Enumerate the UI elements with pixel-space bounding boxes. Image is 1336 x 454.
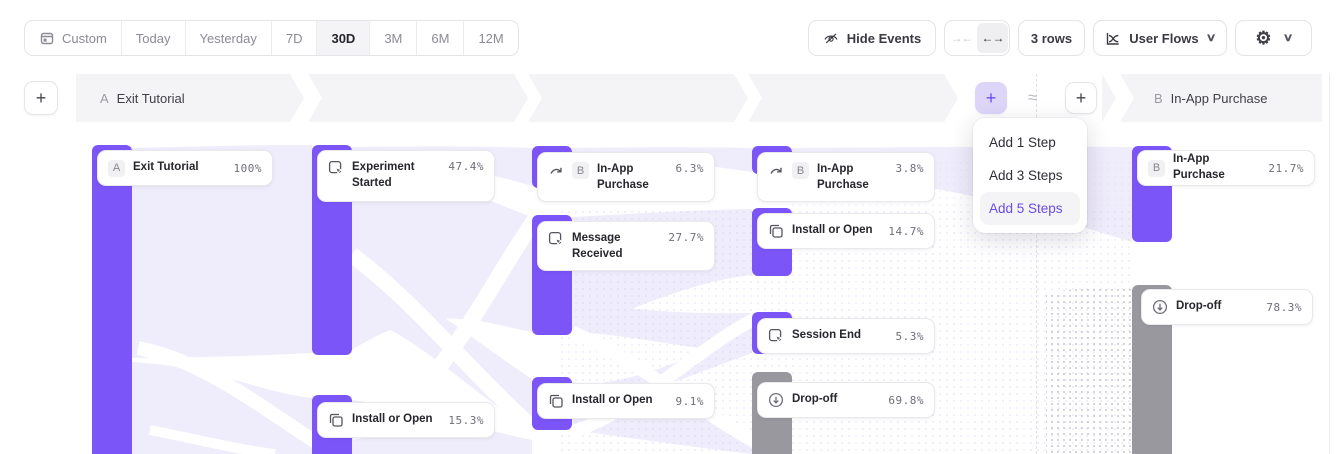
- node-bar-exit-tutorial[interactable]: [92, 145, 132, 454]
- custom-range-label: Custom: [62, 30, 107, 46]
- flow-band-segment-3: [528, 74, 748, 122]
- node-card-experiment-started[interactable]: Experiment Started 47.4%: [317, 150, 495, 202]
- node-card-in-app-purchase-3[interactable]: B In-App Purchase 6.3%: [537, 152, 715, 202]
- add-steps-menu: Add 1 Step Add 3 Steps Add 5 Steps: [973, 118, 1087, 233]
- node-card-exit-tutorial[interactable]: A Exit Tutorial 100%: [97, 150, 273, 186]
- 6m-button[interactable]: 6M: [416, 21, 463, 55]
- chevron-down-icon: ∨: [1282, 31, 1294, 44]
- event-percent: 14.7%: [888, 224, 924, 238]
- event-percent: 15.3%: [448, 413, 484, 427]
- node-card-install-or-open-2[interactable]: Install or Open 15.3%: [317, 402, 495, 438]
- event-percent: 5.3%: [895, 329, 924, 343]
- node-card-session-end[interactable]: Session End 5.3%: [757, 318, 935, 354]
- event-label: Experiment Started: [352, 161, 415, 189]
- click-event-icon: [768, 328, 784, 344]
- node-card-install-or-open-3[interactable]: Install or Open 9.1%: [537, 383, 715, 419]
- event-label: In-App Purchase: [597, 163, 649, 191]
- copy-icon: [548, 393, 564, 409]
- flow-band-segment-4: [748, 74, 958, 122]
- event-label: Install or Open: [792, 224, 873, 237]
- expand-columns-button[interactable]: ←→: [977, 23, 1008, 53]
- settings-button[interactable]: ⚙ ∨: [1235, 20, 1312, 56]
- flow-band-segment-1: [76, 74, 304, 122]
- add-step-left-button[interactable]: +: [24, 81, 58, 115]
- node-card-in-app-purchase-5[interactable]: B In-App Purchase 21.7%: [1137, 150, 1315, 186]
- node-card-dropoff-4[interactable]: Drop-off 69.8%: [757, 382, 935, 418]
- add-step-inline-button[interactable]: +: [975, 82, 1007, 114]
- calendar-icon: [39, 30, 55, 46]
- approx-path-icon: ≈: [1028, 88, 1038, 107]
- step-label-a: Exit Tutorial: [116, 90, 185, 106]
- skip-ahead-arrow-icon: [548, 162, 564, 178]
- node-card-in-app-purchase-4[interactable]: B In-App Purchase 3.8%: [757, 152, 935, 202]
- view-selector-button[interactable]: User Flows ∨: [1093, 20, 1227, 56]
- today-button[interactable]: Today: [120, 21, 185, 55]
- click-event-icon: [328, 160, 344, 176]
- click-event-icon: [548, 231, 564, 247]
- dropoff-down-arrow-icon: [768, 392, 784, 408]
- 3m-button[interactable]: 3M: [369, 21, 416, 55]
- menu-item-add-3-steps[interactable]: Add 3 Steps: [989, 168, 1063, 183]
- node-card-message-received[interactable]: Message Received 27.7%: [537, 221, 715, 271]
- gear-icon: ⚙: [1255, 28, 1272, 48]
- eye-off-icon: [823, 30, 839, 46]
- event-label: Session End: [792, 329, 862, 342]
- flow-band-segment-2: [308, 74, 528, 122]
- date-range-group: Custom Today Yesterday 7D 30D 3M 6M 12M: [24, 20, 519, 56]
- event-label: Drop-off: [1176, 300, 1222, 313]
- skip-ahead-arrow-icon: [768, 162, 784, 178]
- badge-a: A: [108, 159, 125, 177]
- event-percent: 21.7%: [1268, 161, 1304, 175]
- custom-range-button[interactable]: Custom: [25, 21, 121, 55]
- path-divider-dashed-line: [1036, 74, 1037, 454]
- event-percent: 6.3%: [675, 162, 704, 175]
- step-letter-b: B: [1154, 90, 1163, 106]
- 12m-button[interactable]: 12M: [463, 21, 517, 55]
- rows-label: 3 rows: [1030, 30, 1073, 46]
- step-letter-a: A: [100, 90, 109, 106]
- step-label-b: In-App Purchase: [1170, 90, 1268, 106]
- event-label: Drop-off: [792, 393, 838, 406]
- badge-b: B: [792, 162, 809, 179]
- band-label-b: B In-App Purchase: [1154, 74, 1268, 122]
- 30d-button[interactable]: 30D: [316, 21, 370, 55]
- hide-events-label: Hide Events: [846, 30, 922, 46]
- event-percent: 27.7%: [668, 231, 704, 244]
- dropoff-down-arrow-icon: [1152, 299, 1168, 315]
- column-width-toggle: →← ←→: [944, 20, 1010, 56]
- user-flows-chart-icon: [1105, 30, 1121, 46]
- badge-b: B: [572, 162, 589, 179]
- band-label-a: A Exit Tutorial: [100, 74, 185, 122]
- right-panel-edge: [1329, 74, 1336, 454]
- copy-icon: [328, 412, 344, 428]
- copy-icon: [768, 223, 784, 239]
- event-label: Message Received: [572, 232, 623, 260]
- yesterday-button[interactable]: Yesterday: [184, 21, 271, 55]
- event-percent: 3.8%: [895, 162, 924, 175]
- event-percent: 78.3%: [1266, 300, 1302, 314]
- flow-band-segment-b: [1120, 74, 1322, 122]
- event-label: Exit Tutorial: [133, 161, 199, 174]
- event-label: Install or Open: [572, 394, 653, 407]
- chevron-down-icon: ∨: [1205, 31, 1217, 44]
- event-label: In-App Purchase: [817, 163, 869, 191]
- menu-item-add-5-steps[interactable]: Add 5 Steps: [980, 192, 1080, 225]
- rows-button[interactable]: 3 rows: [1018, 20, 1085, 56]
- node-card-install-or-open-4[interactable]: Install or Open 14.7%: [757, 213, 935, 249]
- add-end-step-button[interactable]: +: [1065, 82, 1097, 114]
- hide-events-button[interactable]: Hide Events: [808, 20, 936, 56]
- 7d-button[interactable]: 7D: [270, 21, 317, 55]
- event-label: In-App Purchase: [1173, 153, 1225, 181]
- event-percent: 69.8%: [888, 393, 924, 407]
- event-label: Install or Open: [352, 413, 433, 426]
- event-percent: 9.1%: [675, 394, 704, 408]
- collapse-columns-button[interactable]: →←: [950, 31, 974, 45]
- event-percent: 100%: [233, 161, 262, 175]
- view-selector-label: User Flows: [1129, 30, 1199, 46]
- badge-b: B: [1148, 159, 1165, 177]
- event-percent: 47.4%: [448, 160, 484, 173]
- node-card-dropoff-5[interactable]: Drop-off 78.3%: [1141, 289, 1313, 325]
- menu-item-add-1-step[interactable]: Add 1 Step: [989, 135, 1056, 150]
